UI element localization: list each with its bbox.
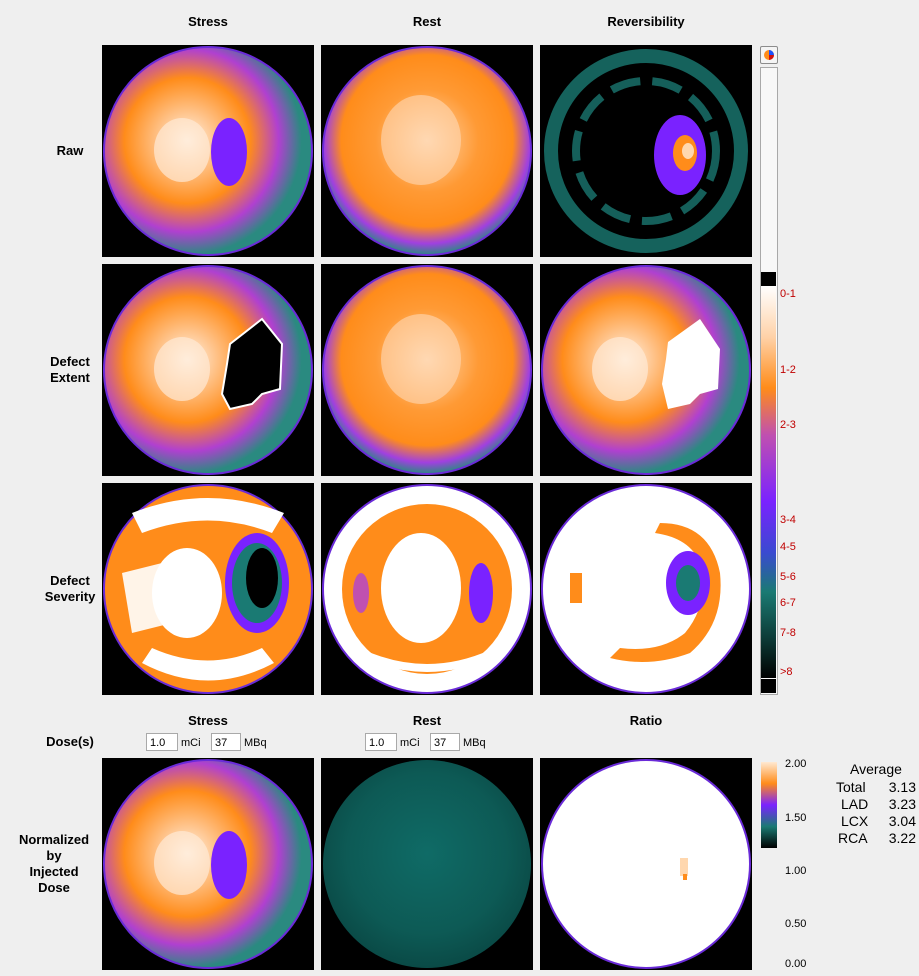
ratio-tick: 1.50 (785, 812, 807, 824)
rest-mbq-unit: MBq (463, 737, 486, 749)
polar-map-severity-reversibility[interactable] (540, 483, 752, 695)
row-label-raw: Raw (56, 143, 84, 158)
row-label-defect-extent: Defect Extent (50, 354, 90, 385)
rest-mbq-input[interactable]: 37 (430, 733, 460, 751)
polar-map-raw-stress[interactable] (102, 45, 314, 257)
scale-tick: 0-1 (780, 288, 796, 300)
average-row: LCX 3.04 (841, 813, 916, 829)
scale-tick: >8 (780, 666, 793, 678)
scale-tick: 2-3 (780, 419, 796, 431)
polar-map-severity-stress[interactable] (102, 483, 314, 695)
scale-top-handle[interactable] (761, 272, 776, 286)
polar-map-ratio[interactable] (540, 758, 752, 970)
polar-map-normalized-stress[interactable] (102, 758, 314, 970)
stress-mbq-input[interactable]: 37 (211, 733, 241, 751)
average-row: RCA 3.22 (838, 830, 916, 846)
average-row: LAD 3.23 (841, 796, 916, 812)
average-row: Total 3.13 (836, 779, 916, 795)
rest-mci-unit: mCi (400, 737, 420, 749)
polar-map-normalized-rest[interactable] (321, 758, 533, 970)
palette-button[interactable] (760, 46, 778, 64)
column-header-stress: Stress (188, 14, 228, 29)
scale-tick: 4-5 (780, 541, 796, 553)
polar-map-raw-reversibility[interactable] (540, 45, 752, 257)
stress-mbq-unit: MBq (244, 737, 267, 749)
polar-map-extent-rest[interactable] (321, 264, 533, 476)
dose-label: Dose(s) (46, 734, 94, 749)
polar-map-extent-stress[interactable] (102, 264, 314, 476)
scale-tick: 3-4 (780, 514, 796, 526)
row-label-normalized: Normalized by Injected Dose (18, 832, 90, 895)
rest-mci-input[interactable]: 1.0 (365, 733, 397, 751)
ratio-scale-bar (761, 762, 777, 848)
scale-tick: 1-2 (780, 364, 796, 376)
ratio-tick: 0.00 (785, 958, 807, 970)
average-title: Average (850, 761, 902, 777)
scale-tick: 6-7 (780, 597, 796, 609)
scale-tick: 5-6 (780, 571, 796, 583)
column-header-reversibility: Reversibility (607, 14, 685, 29)
ratio-tick: 1.00 (785, 865, 807, 877)
ratio-tick: 2.00 (785, 758, 807, 770)
polar-map-raw-rest[interactable] (321, 45, 533, 257)
dose-header-ratio: Ratio (629, 713, 663, 728)
column-header-rest: Rest (412, 14, 442, 29)
polar-map-extent-reversibility[interactable] (540, 264, 752, 476)
scale-bottom-handle[interactable] (761, 679, 776, 693)
ratio-tick: 0.50 (785, 918, 807, 930)
dose-header-stress: Stress (188, 713, 228, 728)
stress-mci-unit: mCi (181, 737, 201, 749)
dose-header-rest: Rest (412, 713, 442, 728)
average-table: Total 3.13 LAD 3.23 LCX 3.04 RCA 3.22 (836, 779, 916, 847)
severity-scale-bar (761, 286, 776, 678)
row-label-defect-severity: Defect Severity (44, 573, 96, 604)
polar-map-severity-rest[interactable] (321, 483, 533, 695)
scale-tick: 7-8 (780, 627, 796, 639)
palette-icon (764, 50, 774, 60)
stress-mci-input[interactable]: 1.0 (146, 733, 178, 751)
